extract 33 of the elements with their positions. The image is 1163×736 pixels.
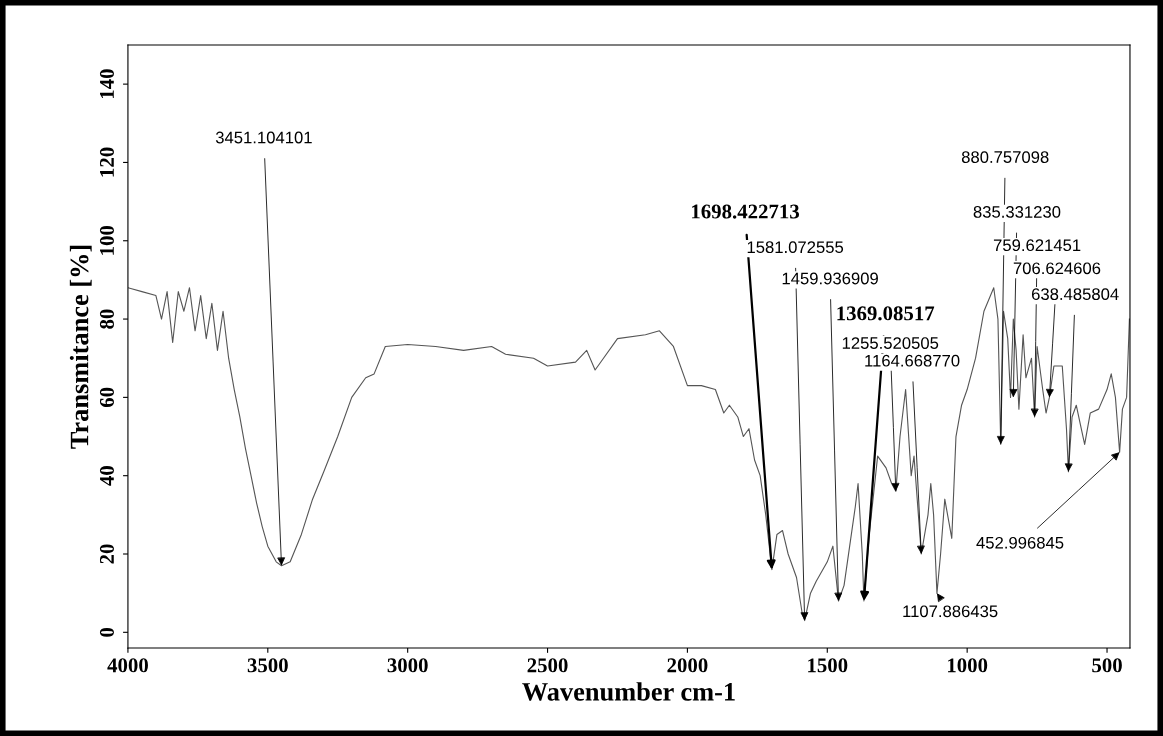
line-series: [127, 287, 1130, 622]
x-tick-label: 3500: [247, 658, 288, 673]
x-tick-label: 2000: [667, 658, 708, 673]
annotation: 1255.520505: [842, 337, 939, 349]
y-axis-title: Transmitance [%]: [69, 245, 92, 449]
x-tick-label: 4000: [107, 658, 148, 673]
annotation: 880.757098: [961, 151, 1049, 163]
annotation: 1581.072555: [747, 241, 844, 254]
annotation: 452.996845: [976, 536, 1064, 549]
y-tick-label: 120: [99, 147, 114, 177]
annotation: 1107.886435: [903, 605, 998, 618]
y-tick-label: 100: [99, 225, 114, 255]
x-tick-label: 500: [1092, 658, 1122, 673]
x-tick-label: 1500: [808, 658, 848, 673]
annotation: 759.621451: [993, 239, 1081, 252]
annotation: 1459.936909: [782, 272, 878, 285]
x-axis-title: Wavenumber cm-1: [522, 682, 735, 701]
y-tick-label: 40: [99, 466, 114, 486]
annotation: 3451.104101: [215, 131, 312, 144]
annotation: 1698.422713: [692, 204, 800, 219]
y-tick-label: 140: [99, 69, 114, 99]
y-tick-label: 20: [99, 544, 114, 564]
y-tick-label: 60: [99, 387, 114, 408]
x-tick-label: 1000: [948, 658, 988, 673]
y-tick-label: 80: [99, 309, 114, 329]
y-tick-label: 0: [99, 627, 114, 637]
annotation: 1369.08517: [837, 306, 935, 321]
annotation: 1164.668770: [865, 354, 960, 367]
annotation: 638.485804: [1031, 288, 1119, 301]
x-tick-label: 2500: [527, 658, 568, 673]
annotation: 706.624606: [1013, 262, 1101, 275]
annotation: 835.331230: [973, 206, 1061, 218]
x-tick-label: 3000: [387, 658, 428, 673]
